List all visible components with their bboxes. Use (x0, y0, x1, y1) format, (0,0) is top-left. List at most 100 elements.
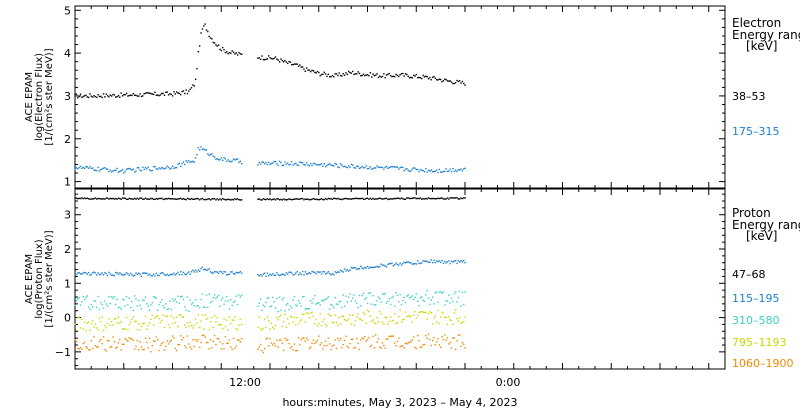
data-point (278, 160, 281, 163)
data-point (189, 198, 191, 201)
data-point (220, 49, 223, 52)
data-point (391, 335, 393, 337)
data-point (215, 344, 217, 346)
data-point (434, 315, 437, 317)
data-point (125, 198, 128, 201)
data-point (227, 300, 229, 302)
proton-y-axis-label: ACE EPAM log(Proton Flux) [1/(cm²s ster … (24, 230, 55, 327)
data-point (326, 75, 328, 78)
data-point (230, 161, 232, 163)
data-point (289, 305, 292, 307)
data-point (463, 168, 465, 170)
data-point (110, 171, 113, 173)
data-point (216, 337, 218, 340)
data-point (305, 198, 308, 201)
data-point (78, 296, 80, 299)
data-point (150, 275, 152, 277)
data-point (203, 148, 205, 150)
data-point (277, 346, 279, 348)
data-point (155, 272, 158, 275)
data-point (272, 296, 274, 299)
data-point (181, 90, 183, 93)
data-point (292, 274, 294, 276)
data-point (269, 163, 271, 165)
data-point (342, 165, 344, 168)
data-point (431, 76, 434, 79)
data-point (437, 301, 439, 303)
data-point (437, 171, 439, 174)
data-point (360, 265, 362, 267)
data-point (352, 70, 354, 73)
data-point (77, 298, 79, 300)
data-point (426, 289, 428, 292)
data-point (421, 262, 423, 264)
data-point (273, 274, 275, 277)
data-point (188, 159, 190, 162)
data-point (203, 198, 205, 201)
data-point (362, 338, 365, 340)
data-point (452, 300, 454, 302)
data-point (90, 198, 93, 200)
data-point (327, 163, 330, 166)
data-point (108, 296, 110, 298)
data-point (227, 273, 229, 276)
data-point (174, 298, 177, 301)
data-point (377, 266, 380, 268)
data-point (299, 272, 301, 274)
data-point (280, 274, 282, 276)
data-point (82, 342, 84, 345)
data-point (316, 164, 319, 166)
data-point (341, 164, 343, 166)
data-point (274, 56, 277, 58)
data-point (167, 94, 170, 96)
data-point (460, 305, 462, 307)
data-point (259, 273, 262, 276)
data-point (334, 339, 336, 341)
data-point (318, 302, 320, 304)
data-point (86, 197, 88, 199)
data-point (238, 324, 240, 326)
data-point (238, 339, 240, 342)
data-point (235, 327, 237, 330)
data-point (429, 170, 431, 172)
data-point (338, 166, 340, 169)
data-point (139, 273, 141, 275)
data-point (120, 273, 122, 275)
data-point (171, 165, 174, 167)
data-point (101, 168, 103, 170)
data-point (293, 63, 296, 65)
data-point (216, 45, 218, 47)
data-point (446, 323, 449, 326)
data-point (370, 76, 373, 78)
data-point (303, 199, 305, 201)
data-point (406, 343, 408, 345)
data-point (219, 48, 221, 51)
data-point (231, 348, 233, 350)
data-point (159, 344, 162, 347)
data-point (412, 336, 415, 338)
data-point (81, 348, 83, 351)
data-point (207, 341, 209, 344)
data-point (222, 46, 224, 49)
data-point (396, 263, 399, 266)
data-point (407, 294, 409, 296)
data-point (320, 299, 323, 302)
data-point (180, 93, 182, 96)
data-point (277, 310, 279, 313)
data-point (375, 304, 377, 306)
data-point (87, 306, 90, 308)
data-point (175, 91, 178, 93)
data-point (258, 161, 260, 164)
data-point (408, 341, 411, 344)
data-point (170, 167, 172, 169)
data-point (133, 94, 136, 97)
data-point (448, 316, 450, 318)
data-point (75, 167, 78, 169)
data-point (226, 160, 228, 163)
data-point (458, 80, 461, 82)
data-point (79, 346, 82, 349)
data-point (188, 90, 190, 92)
data-point (284, 161, 286, 163)
data-point (341, 306, 343, 309)
